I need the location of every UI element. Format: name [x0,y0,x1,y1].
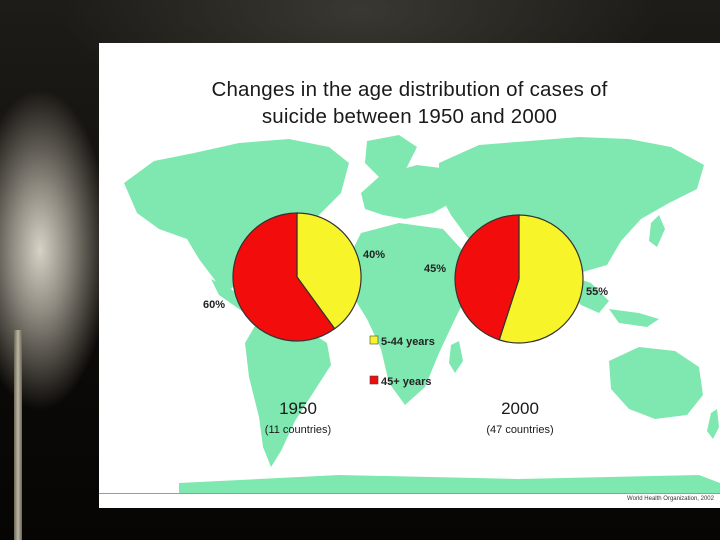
map-africa [349,223,473,405]
pie-2000-label-45-plus: 45% [424,263,446,275]
chart-title-line-2: suicide between 1950 and 2000 [261,105,558,128]
map-madagascar [449,341,463,373]
pie-1950 [232,212,362,342]
pie-1950-label-45-plus: 60% [203,299,225,311]
pie-2000-slice-5-44 [498,214,584,344]
dandelion-stem [14,330,22,540]
pie-1950-year: 1950 [279,399,317,418]
legend-label-45-plus: 45+ years [381,376,431,388]
map-antarctica [179,475,720,493]
legend: 5-44 years 45+ years [369,335,435,388]
map-south-america [245,319,331,467]
pie-1950-country-count: (11 countries) [265,424,331,436]
map-europe [361,165,464,219]
pie-2000 [454,214,584,344]
pie-2000-label-5-44: 55% [586,286,608,298]
pie-2000-slice-45-plus [454,214,520,341]
legend-swatch-5-44 [369,335,379,345]
pie-2000-year: 2000 [501,399,539,418]
footer-divider [99,493,720,494]
pie-1950-label-5-44: 40% [363,249,385,261]
map-greenland [365,135,417,179]
world-map [124,135,720,493]
chart-area: 40% 60% 55% 45% 5-44 years 45+ years 195… [124,135,720,493]
map-new-zealand [707,409,719,439]
source-credit: World Health Organization, 2002 [627,496,714,502]
chart-title: Changes in the age distribution of cases… [99,76,720,130]
map-north-america [124,139,349,289]
pie-2000-country-count: (47 countries) [486,424,553,436]
map-southeast-asia [567,275,659,327]
legend-swatch-45-plus [369,375,379,385]
slide: Changes in the age distribution of cases… [99,43,720,508]
pie-1950-slice-45-plus [232,212,336,342]
map-australia [609,347,703,419]
pie-1950-slice-5-44 [296,212,362,330]
legend-label-5-44: 5-44 years [381,336,435,348]
map-japan [649,215,665,247]
chart-title-line-1: Changes in the age distribution of cases… [211,78,608,101]
